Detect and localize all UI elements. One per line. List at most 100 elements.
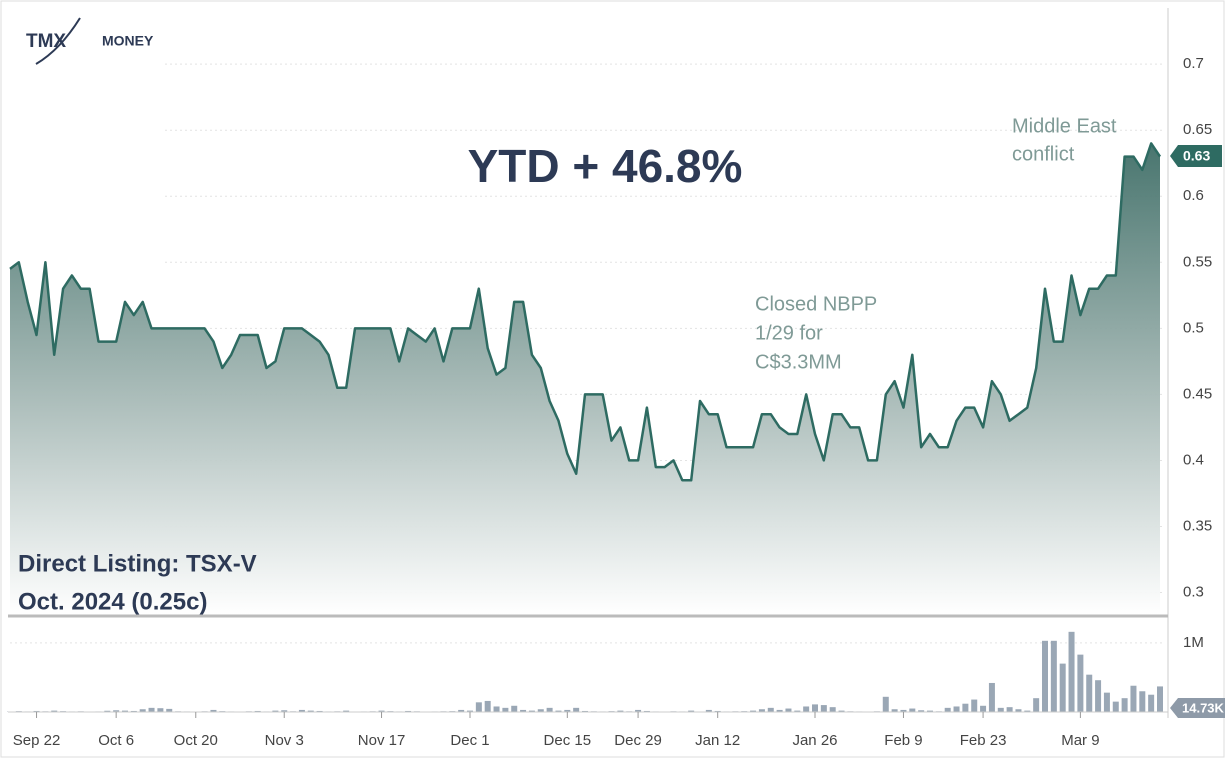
volume-bar [1086, 674, 1093, 712]
x-tick-label: Jan 26 [792, 732, 837, 749]
volume-bar [767, 707, 774, 712]
volume-bar [511, 705, 518, 712]
volume-bar [891, 709, 898, 712]
x-tick-label: Jan 12 [695, 732, 740, 749]
y-tick-label: 0.5 [1183, 319, 1204, 336]
volume-bar [254, 710, 261, 712]
y-tick-label: 0.55 [1183, 253, 1212, 270]
logo-money: MONEY [102, 33, 154, 49]
volume-bar [316, 710, 323, 712]
volume-bar [104, 710, 111, 712]
volume-bar [122, 710, 128, 712]
area [10, 143, 1160, 615]
price-badge-bg [1170, 145, 1222, 167]
volume-bar [484, 700, 491, 712]
volume-bar [1130, 685, 1137, 712]
volume-bar [962, 703, 969, 712]
volume-bar [493, 706, 500, 712]
volume-bar [458, 709, 465, 712]
volume-bar [166, 708, 173, 712]
volume-bar [785, 708, 792, 712]
volume-bar [918, 710, 925, 712]
volume-bar [944, 707, 951, 712]
volume-bar [1033, 698, 1040, 712]
volume-bar [343, 710, 350, 712]
volume-bar [1068, 631, 1075, 712]
y-tick-label: 0.45 [1183, 385, 1212, 402]
listing-note: Direct Listing: TSX-V [18, 550, 257, 577]
volume-bar [829, 707, 836, 712]
volume-bar [1157, 686, 1163, 712]
x-tick-label: Nov 3 [265, 732, 304, 749]
y-tick-label: 0.35 [1183, 517, 1212, 534]
volume-bar [148, 707, 155, 712]
volume-bar [688, 710, 695, 712]
volume-bar [776, 709, 783, 712]
volume-bar [281, 710, 288, 712]
volume-bar [475, 702, 482, 712]
x-tick-label: Dec 29 [614, 732, 662, 749]
x-tick-label: Nov 17 [358, 732, 406, 749]
volume-bar [1015, 709, 1022, 712]
volume-bar [635, 709, 642, 712]
volume-bar [139, 709, 146, 712]
volume-bar [838, 710, 845, 712]
volume-bar [573, 707, 580, 712]
volume-bar [882, 696, 889, 712]
volume-bar [1121, 698, 1128, 712]
volume-bar [537, 709, 544, 712]
volume-bar [298, 709, 305, 712]
volume-bar [1103, 692, 1110, 712]
volume-bar [564, 709, 571, 712]
volume-bar [378, 710, 385, 712]
volume-bar [617, 710, 624, 712]
y-tick-label: 0.3 [1183, 584, 1204, 601]
volume-bar [988, 682, 995, 712]
price-line [9, 142, 1162, 482]
y-tick-label: 0.6 [1183, 187, 1204, 204]
volume-bar [705, 709, 712, 712]
volume-bar [582, 710, 588, 712]
x-tick-label: Dec 1 [450, 732, 489, 749]
volume-bar [1050, 640, 1057, 712]
volume-bar [502, 707, 509, 712]
volume-bar [528, 710, 535, 712]
volume-bar [758, 709, 765, 712]
volume-bar [1148, 694, 1155, 712]
volume-bar [1095, 680, 1102, 712]
y-tick-label: 0.65 [1183, 121, 1212, 138]
volume-bar [33, 710, 40, 712]
volume-bar [520, 709, 527, 712]
headline: YTD + 46.8% [468, 140, 743, 192]
volume-bar [900, 709, 907, 712]
volume-bar [794, 710, 801, 712]
annotation: 1/29 for [755, 322, 823, 344]
x-tick-label: Mar 9 [1061, 732, 1099, 749]
volume-bar [812, 704, 818, 712]
x-tick-label: Sep 22 [13, 732, 61, 749]
volume-bar [1077, 654, 1084, 712]
y-tick-label: 0.4 [1183, 451, 1204, 468]
x-tick-label: Dec 15 [544, 732, 592, 749]
volume-bar [307, 710, 314, 712]
volume-bar [546, 707, 553, 712]
volume-tick-label: 1M [1183, 634, 1204, 651]
volume-bar [555, 710, 562, 712]
volume-bar [1006, 707, 1013, 712]
volume-bar [971, 699, 978, 712]
volume-badge: 14.73K [1182, 700, 1225, 715]
volume-bar [51, 710, 58, 712]
x-tick-label: Feb 9 [884, 732, 922, 749]
x-tick-label: Oct 20 [174, 732, 218, 749]
annotation: conflict [1012, 143, 1075, 165]
price-badge: 0.63 [1183, 148, 1210, 164]
volume-bar [714, 710, 721, 712]
volume-bar [1139, 691, 1146, 712]
volume-bar [980, 705, 987, 712]
volume-bar [909, 708, 916, 712]
volume-bar [1024, 710, 1031, 712]
x-tick-label: Feb 23 [960, 732, 1007, 749]
logo-swoosh [35, 17, 81, 65]
y-tick-label: 0.7 [1183, 55, 1204, 72]
volume-bar [405, 710, 412, 712]
